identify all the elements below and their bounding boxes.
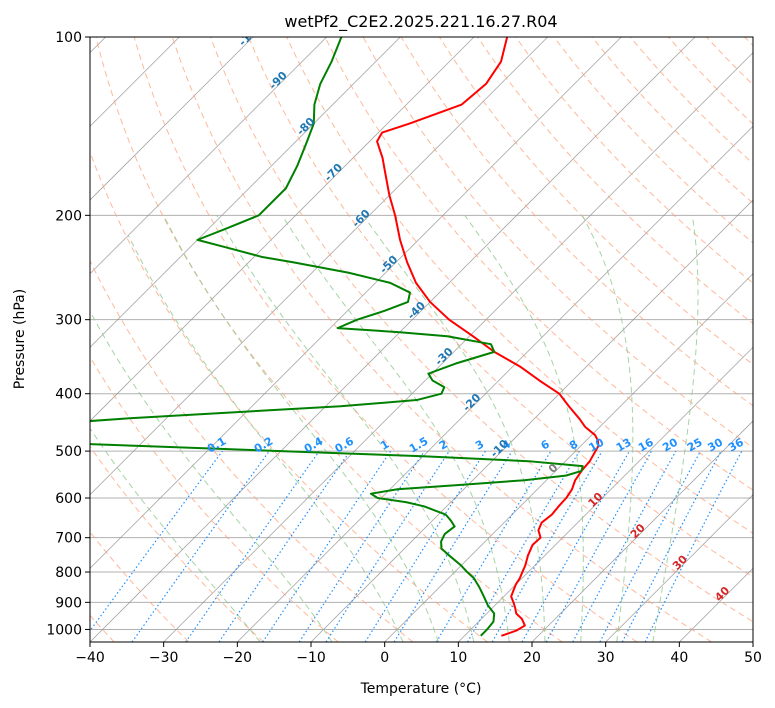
isotherm-line	[90, 37, 696, 642]
isotherm-line	[90, 37, 254, 201]
x-tick-label: 0	[380, 650, 389, 666]
mixing-ratio-line	[325, 450, 450, 642]
x-tick-label: −10	[296, 650, 326, 666]
chart-title: wetPf2_C2E2.2025.221.16.27.R04	[284, 12, 557, 32]
isotherm-line	[531, 420, 753, 642]
dry-adiabat-line	[324, 37, 753, 491]
grid-layer	[90, 37, 753, 642]
y-tick-label: 700	[55, 531, 82, 547]
mixing-ratio-line	[466, 450, 580, 642]
moist-adiabat-line	[127, 234, 404, 642]
moist-adiabat-line	[90, 310, 333, 642]
mixing-ratio-line	[185, 450, 320, 642]
dry-adiabat-line	[248, 37, 753, 578]
isotherm-line	[90, 37, 475, 422]
isotherm-line	[90, 37, 327, 275]
y-tick-label: 900	[55, 595, 82, 611]
mixing-ratio-line	[393, 450, 513, 642]
mixing-ratio-line	[435, 450, 552, 642]
isotherm-line	[90, 37, 401, 348]
mixing-ratio-line	[364, 450, 486, 642]
dry-adiabat-line	[400, 37, 753, 407]
mixing-ratio-line	[218, 450, 351, 642]
mixing-ratio-line	[131, 450, 270, 642]
x-axis-title: Temperature (°C)	[360, 681, 482, 697]
moist-adiabat-line	[362, 215, 546, 642]
moist-adiabat-line	[216, 215, 475, 642]
dry-adiabat-line	[591, 37, 753, 204]
y-tick-label: 800	[55, 565, 82, 581]
isotherm-line	[90, 37, 548, 496]
dry-adiabat-line	[629, 37, 753, 165]
y-tick-label: 1000	[46, 622, 82, 638]
dewpoint-profile-line	[90, 37, 584, 637]
y-tick-label: 500	[55, 444, 82, 460]
dry-adiabat-line	[362, 37, 753, 449]
x-tick-label: 10	[449, 650, 467, 666]
mixing-ratio-line	[491, 450, 603, 642]
isotherm-line	[458, 346, 753, 642]
isotherm-line	[605, 494, 753, 642]
series-layer	[90, 37, 600, 637]
mixing-ratio-line	[90, 450, 223, 632]
y-tick-label: 300	[55, 313, 82, 329]
x-tick-label: 50	[744, 650, 762, 666]
dry-adiabat-line	[90, 445, 264, 642]
x-tick-label: −40	[75, 650, 105, 666]
x-tick-label: −20	[223, 650, 253, 666]
y-tick-label: 200	[55, 208, 82, 224]
dry-adiabat-line	[133, 37, 638, 642]
dry-adiabat-line	[90, 259, 414, 642]
mixing-ratio-line	[545, 450, 653, 642]
y-tick-label: 400	[55, 387, 82, 403]
plot-frame	[89, 36, 754, 643]
x-tick-label: −30	[149, 650, 179, 666]
y-axis-title: Pressure (hPa)	[12, 289, 28, 389]
isotherm-line	[384, 273, 753, 642]
dry-adiabat-line	[477, 37, 753, 325]
isotherm-line	[90, 37, 622, 569]
y-tick-label: 100	[55, 30, 82, 46]
dry-adiabat-line	[210, 37, 753, 623]
x-tick-label: 30	[597, 650, 615, 666]
temperature-profile-line	[376, 37, 600, 637]
dry-adiabat-line	[171, 37, 712, 642]
axis-layer: −40 −30 −20 −10 0 10 20 30 40 50 100 200 300 400 500 60…	[46, 30, 762, 666]
moist-adiabat-line	[281, 215, 510, 642]
moist-adiabat-line	[581, 215, 634, 642]
moist-adiabat-line	[464, 215, 584, 642]
isotherm-line	[237, 125, 753, 642]
y-tick-label: 600	[55, 491, 82, 507]
x-tick-label: 20	[523, 650, 541, 666]
isotherm-label: -100	[236, 20, 265, 49]
mixing-ratio-line	[521, 450, 631, 642]
moist-adiabat-line	[90, 427, 261, 642]
moist-adiabat-line	[652, 215, 699, 642]
mixing-ratio-line	[572, 450, 677, 642]
x-tick-label: 40	[670, 650, 688, 666]
dry-adiabat-line	[515, 37, 753, 284]
